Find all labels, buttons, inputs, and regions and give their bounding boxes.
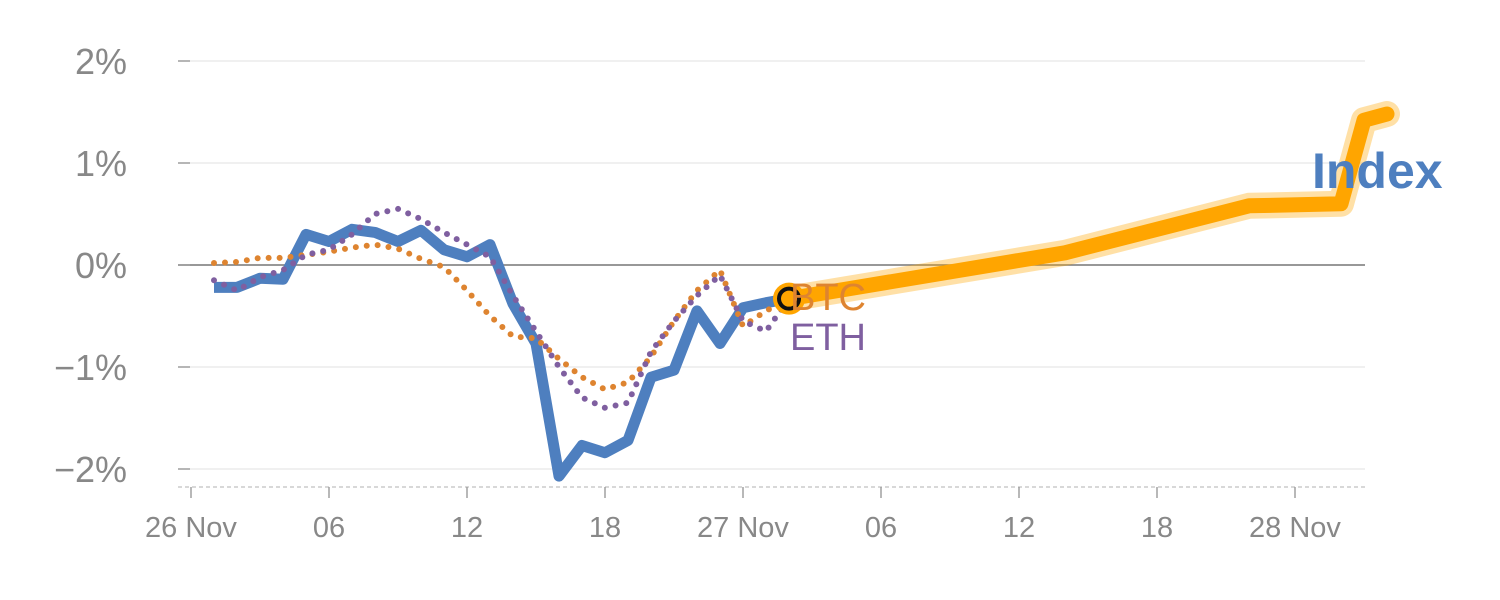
x-tick-label: 06 xyxy=(865,512,897,544)
forecast-line xyxy=(781,106,1395,307)
x-tick-label: 26 Nov xyxy=(145,512,237,544)
y-tick-label: 2% xyxy=(75,41,127,82)
series-line-index xyxy=(214,223,790,482)
series-lines xyxy=(211,101,1400,482)
series-line-eth xyxy=(211,205,792,411)
x-tick-label: 06 xyxy=(313,512,345,544)
x-tick-label: 12 xyxy=(1003,512,1035,544)
y-axis: 2% 1% 0% −1% −2% xyxy=(54,41,127,490)
x-tick-label: 18 xyxy=(1141,512,1173,544)
series-label-btc: BTC xyxy=(790,277,866,319)
series-label-index: Index xyxy=(1312,143,1443,199)
x-tick-label: 28 Nov xyxy=(1249,512,1341,544)
x-axis: 26 Nov 06 12 18 27 Nov 06 12 18 28 Nov xyxy=(145,486,1365,544)
y-tick-label: −1% xyxy=(54,347,127,388)
series-label-eth: ETH xyxy=(790,317,866,359)
x-tick-label: 12 xyxy=(451,512,483,544)
x-tick-label: 18 xyxy=(589,512,621,544)
y-tick-label: 1% xyxy=(75,143,127,184)
y-tick-label: 0% xyxy=(75,245,127,286)
series-labels: Index BTC ETH xyxy=(790,143,1443,359)
current-value-marker xyxy=(773,282,805,315)
current-marker-dot xyxy=(777,286,801,311)
grid-lines xyxy=(178,60,1365,470)
x-tick-label: 27 Nov xyxy=(697,512,789,544)
y-tick-label: −2% xyxy=(54,449,127,490)
